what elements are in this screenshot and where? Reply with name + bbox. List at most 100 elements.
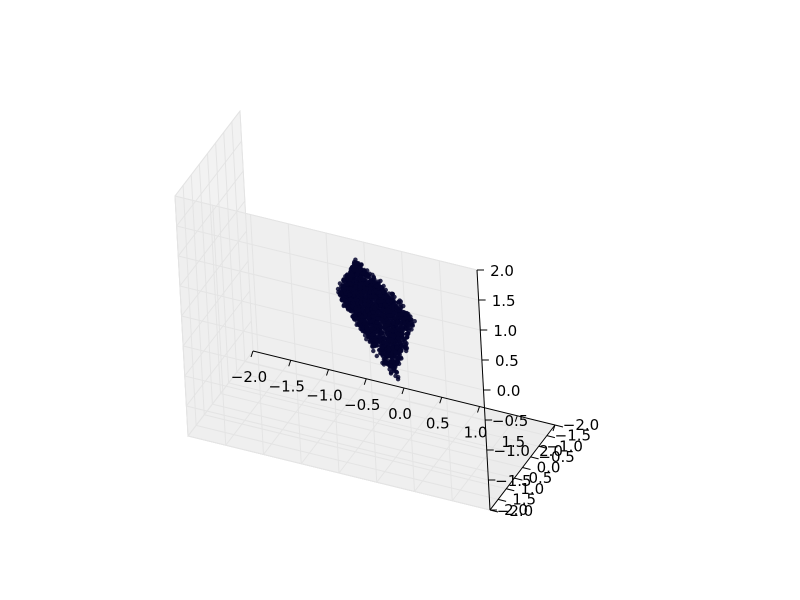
scatter-point bbox=[402, 320, 407, 326]
scatter-point bbox=[370, 310, 376, 315]
scatter-point bbox=[380, 288, 386, 293]
scatter-point bbox=[390, 295, 395, 300]
scatter-point bbox=[379, 299, 384, 304]
scatter-point bbox=[390, 306, 396, 312]
x-tick bbox=[363, 378, 367, 385]
scatter-point bbox=[374, 320, 380, 325]
scatter-point bbox=[343, 291, 348, 296]
scatter-point bbox=[343, 274, 348, 279]
scatter-point bbox=[393, 350, 398, 355]
scatter-point bbox=[374, 283, 379, 289]
scatter-point bbox=[406, 311, 411, 317]
scatter-point bbox=[382, 356, 387, 361]
z-grid-line bbox=[174, 195, 478, 271]
x-tick-label: 0.0 bbox=[388, 405, 412, 423]
z-tick-label: 0.5 bbox=[495, 352, 519, 370]
scatter-point bbox=[353, 306, 358, 311]
scatter-point bbox=[386, 320, 391, 325]
scatter-point bbox=[366, 273, 371, 278]
y-tick-label: 2.0 bbox=[504, 501, 528, 519]
scatter-point bbox=[365, 307, 370, 313]
y-tick-label: 0.5 bbox=[528, 469, 552, 487]
y-grid-line bbox=[190, 174, 205, 415]
scatter-point bbox=[348, 276, 353, 282]
scatter-point bbox=[362, 320, 367, 325]
y-tick bbox=[514, 477, 523, 481]
y-tick-label: 0.0 bbox=[537, 459, 561, 477]
scatter-point bbox=[386, 347, 392, 353]
scatter-point bbox=[349, 309, 355, 314]
scatter-point bbox=[404, 348, 409, 354]
x-grid-line bbox=[401, 251, 415, 492]
x-grid-line bbox=[376, 396, 443, 483]
scatter-point bbox=[363, 281, 369, 286]
scatter-point bbox=[393, 300, 398, 306]
scatter-point bbox=[396, 326, 401, 332]
scatter-point bbox=[338, 291, 344, 296]
scatter-point bbox=[341, 278, 347, 284]
scatter-point bbox=[368, 279, 373, 284]
scatter-point bbox=[366, 316, 371, 321]
scatter-point bbox=[376, 299, 381, 304]
scatter-point bbox=[394, 305, 399, 310]
scatter-point bbox=[390, 338, 395, 343]
scatter-point bbox=[356, 307, 362, 313]
x-grid-line bbox=[451, 415, 518, 502]
scatter-point bbox=[406, 331, 411, 336]
scatter-point bbox=[346, 305, 351, 311]
scatter-point bbox=[388, 370, 394, 375]
scatter-point bbox=[358, 300, 363, 305]
z-grid-line bbox=[181, 230, 247, 317]
y-tick bbox=[538, 445, 547, 449]
x-tick bbox=[552, 424, 556, 432]
y-grid-line bbox=[220, 393, 523, 468]
scatter-point bbox=[347, 292, 352, 298]
scatter-point bbox=[369, 327, 374, 332]
x-tick-label: 1.0 bbox=[464, 424, 488, 442]
scatter-point bbox=[380, 307, 385, 312]
scatter-point bbox=[382, 328, 387, 334]
scatter-point bbox=[380, 352, 385, 357]
scatter-point bbox=[375, 316, 381, 321]
z-tick-label: −2.0 bbox=[497, 502, 533, 520]
scatter-point bbox=[371, 348, 376, 354]
y-grid-line bbox=[198, 164, 213, 405]
x-grid-line bbox=[414, 406, 480, 492]
z-grid-line bbox=[181, 315, 484, 391]
scatter-point bbox=[379, 331, 384, 336]
tick-labels: −2.0−1.5−1.0−0.50.00.51.01.52.0−2.0−1.5−… bbox=[231, 262, 599, 520]
scatter-point bbox=[353, 261, 359, 266]
x-tick bbox=[401, 387, 405, 395]
scatter-point bbox=[350, 273, 355, 278]
scatter-point bbox=[368, 319, 374, 324]
z-grid-line bbox=[176, 140, 243, 227]
x-grid-line bbox=[438, 260, 453, 501]
z-grid-line bbox=[179, 285, 482, 361]
y-grid-line bbox=[196, 424, 499, 500]
scatter-point bbox=[354, 272, 360, 277]
scatter-points bbox=[335, 257, 417, 382]
y-tick bbox=[554, 424, 564, 428]
z-tick-label: −0.5 bbox=[492, 412, 528, 430]
scatter-point bbox=[353, 284, 358, 290]
scatter-point bbox=[385, 298, 390, 304]
x-tick bbox=[514, 415, 518, 422]
scatter-point bbox=[388, 363, 393, 368]
scatter-point bbox=[370, 293, 376, 299]
scatter-point bbox=[368, 286, 373, 291]
scatter-point bbox=[341, 297, 346, 302]
z-tick-label: 1.5 bbox=[492, 292, 516, 310]
scatter-point bbox=[350, 314, 356, 319]
scatter-point bbox=[363, 295, 368, 300]
y-tick-label: −0.5 bbox=[538, 448, 574, 466]
scatter-point bbox=[390, 291, 395, 297]
scatter-point bbox=[384, 360, 389, 366]
y-tick-label: 1.0 bbox=[520, 480, 544, 498]
scatter-point bbox=[356, 321, 362, 326]
z-tick-label: −1.5 bbox=[495, 472, 531, 490]
scatter-point bbox=[359, 281, 364, 286]
y-tick bbox=[530, 456, 539, 460]
z-grid-line bbox=[176, 225, 479, 301]
scatter-point bbox=[389, 356, 395, 361]
